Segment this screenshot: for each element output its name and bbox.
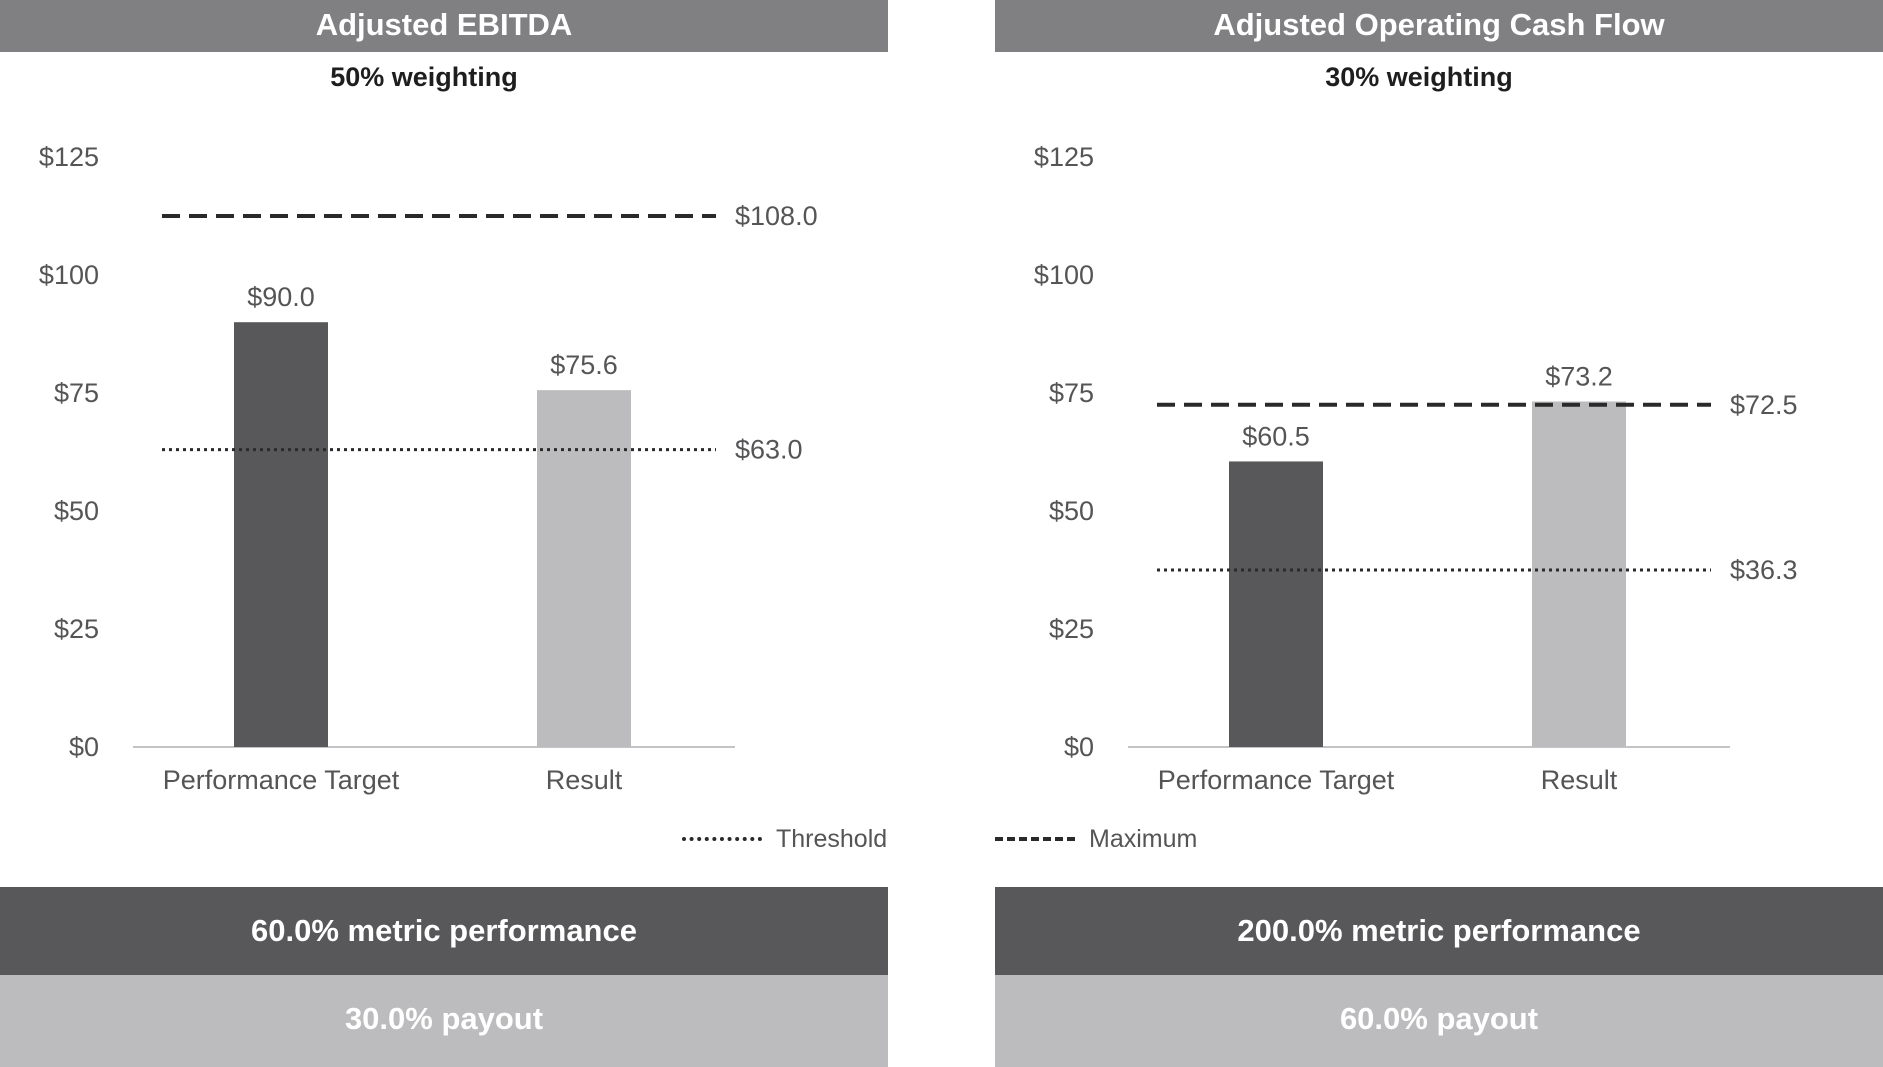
payout-band: 60.0% payout (995, 975, 1883, 1067)
threshold-label: $36.3 (1730, 555, 1798, 585)
legend-swatch-maximum (995, 837, 1075, 841)
x-category-label: Result (1541, 765, 1618, 795)
bar (537, 390, 631, 747)
chart-panel-cash-flow: Adjusted Operating Cash Flow 30% weighti… (995, 0, 1883, 1067)
chart-panel-ebitda: Adjusted EBITDA 50% weighting $0 $25 $50 $7… (0, 0, 888, 1067)
y-tick-label: $100 (1034, 260, 1094, 290)
y-tick-label: $125 (39, 142, 99, 172)
bar-value-label: $90.0 (247, 282, 315, 312)
x-category-label: Performance Target (1158, 765, 1395, 795)
y-tick-label: $0 (1064, 732, 1094, 762)
bar-value-label: $75.6 (550, 350, 618, 380)
chart-title: Adjusted EBITDA (0, 0, 888, 52)
y-tick-label: $25 (54, 614, 99, 644)
legend: Maximum (995, 824, 1197, 854)
threshold-label: $63.0 (735, 435, 803, 465)
y-tick-label: $100 (39, 260, 99, 290)
metric-performance-band: 60.0% metric performance (0, 887, 888, 975)
bar (1229, 461, 1323, 747)
chart-subtitle: 50% weighting (330, 62, 518, 92)
legend-label: Threshold (776, 824, 888, 853)
y-tick-label: $75 (54, 378, 99, 408)
bar-chart-ebitda: $0 $25 $50 $75 $100 $125 $90.0 Performance Targ… (39, 142, 818, 795)
bar-chart-cash-flow: $0 $25 $50 $75 $100 $125 $60.5 Performance Targ… (1034, 142, 1798, 795)
bar (234, 322, 328, 747)
metric-performance-band: 200.0% metric performance (995, 887, 1883, 975)
maximum-label: $108.0 (735, 201, 818, 231)
x-category-label: Result (546, 765, 623, 795)
x-category-label: Performance Target (163, 765, 400, 795)
y-tick-label: $50 (1049, 496, 1094, 526)
maximum-label: $72.5 (1730, 390, 1798, 420)
bar (1532, 401, 1626, 747)
y-tick-label: $125 (1034, 142, 1094, 172)
y-tick-label: $50 (54, 496, 99, 526)
legend-swatch-threshold (682, 837, 762, 841)
payout-band: 30.0% payout (0, 975, 888, 1067)
y-tick-label: $0 (69, 732, 99, 762)
chart-subtitle: 30% weighting (1325, 62, 1513, 92)
chart-title: Adjusted Operating Cash Flow (995, 0, 1883, 52)
legend-label: Maximum (1089, 824, 1198, 853)
legend: Threshold (682, 824, 887, 854)
y-tick-label: $75 (1049, 378, 1094, 408)
bar-value-label: $60.5 (1242, 421, 1310, 451)
bar-value-label: $73.2 (1545, 361, 1613, 391)
y-tick-label: $25 (1049, 614, 1094, 644)
